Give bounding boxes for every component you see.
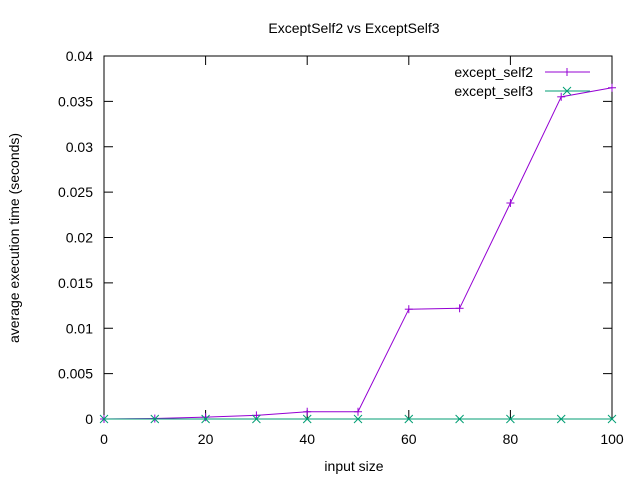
- data-point: [607, 414, 617, 424]
- y-tick-label: 0.02: [66, 230, 93, 246]
- series-except-self3: [99, 414, 617, 424]
- marker-stroke: [252, 414, 261, 424]
- marker-stroke: [556, 414, 566, 424]
- data-point: [455, 304, 464, 313]
- legend-marker: [563, 68, 571, 76]
- marker-stroke: [99, 414, 109, 424]
- plot-border: [103, 55, 613, 420]
- data-point: [302, 414, 312, 424]
- marker-stroke: [404, 414, 414, 424]
- series-except-self2: [100, 83, 616, 423]
- legend-marker: [562, 86, 572, 96]
- x-tick-label: 40: [299, 431, 315, 447]
- x-tick-label: 20: [198, 431, 214, 447]
- x-axis: 0 20 40 60 80 100: [100, 56, 624, 447]
- data-point: [201, 413, 210, 422]
- marker-stroke: [353, 414, 363, 424]
- plot-frame: [103, 55, 613, 420]
- marker-stroke: [506, 414, 515, 424]
- marker-stroke: [607, 414, 617, 424]
- y-tick-label: 0: [85, 411, 93, 427]
- y-tick-label: 0.025: [58, 184, 93, 200]
- marker-stroke: [150, 414, 160, 424]
- data-point: [404, 414, 414, 424]
- data-point: [354, 407, 362, 416]
- series-layer: [99, 83, 617, 424]
- data-point: [506, 414, 515, 424]
- y-tick-label: 0.03: [66, 139, 93, 155]
- data-point: [150, 414, 160, 424]
- x-axis-label: input size: [324, 458, 383, 474]
- marker-stroke: [562, 86, 572, 96]
- legend-label: except_self3: [454, 83, 533, 99]
- data-point: [608, 83, 616, 92]
- data-point: [404, 305, 413, 314]
- legend: except_self2 except_self3: [454, 64, 590, 99]
- data-point: [252, 414, 261, 424]
- data-point: [252, 411, 261, 420]
- y-axis: 0 0.005 0.01 0.015 0.02 0.025 0.03 0.035 0.04: [58, 48, 612, 427]
- y-tick-label: 0.04: [66, 48, 93, 64]
- data-point: [201, 414, 210, 424]
- legend-label: except_self2: [454, 64, 533, 80]
- data-point: [99, 414, 109, 424]
- x-tick-label: 60: [401, 431, 417, 447]
- data-point: [556, 414, 566, 424]
- marker-stroke: [455, 414, 464, 424]
- y-axis-label: average execution time (seconds): [6, 133, 22, 343]
- data-point: [353, 414, 363, 424]
- data-point: [557, 92, 566, 101]
- y-tick-label: 0.035: [58, 93, 93, 109]
- series-line: [103, 87, 613, 420]
- chart-title: ExceptSelf2 vs ExceptSelf3: [268, 20, 439, 36]
- y-tick-label: 0.01: [66, 320, 93, 336]
- x-tick-label: 0: [100, 431, 108, 447]
- y-tick-label: 0.005: [58, 366, 93, 382]
- y-tick-label: 0.015: [58, 275, 93, 291]
- marker-stroke: [201, 414, 210, 424]
- data-point: [303, 407, 312, 416]
- data-point: [455, 414, 464, 424]
- x-tick-label: 100: [600, 431, 624, 447]
- marker-stroke: [302, 414, 312, 424]
- x-tick-label: 80: [503, 431, 519, 447]
- data-point: [506, 199, 515, 208]
